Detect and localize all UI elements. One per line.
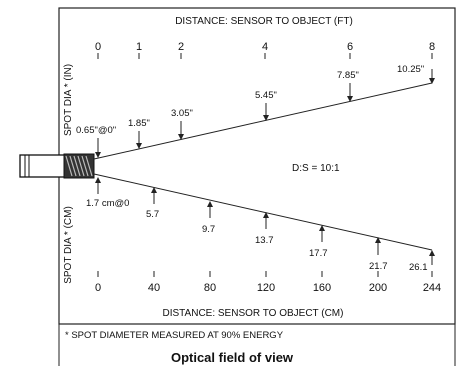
cm-callout-label: 21.7 xyxy=(369,261,388,272)
bottom-tick-label: 80 xyxy=(204,282,216,294)
inch-callout-label: 10.25" xyxy=(397,64,424,75)
cone-upper-line xyxy=(93,82,433,160)
bottom-tick-label: 200 xyxy=(369,282,387,294)
inch-callout-label: 0.65"@0" xyxy=(76,125,116,136)
cm-callout-label: 5.7 xyxy=(146,209,159,220)
top-axis-title: DISTANCE: SENSOR TO OBJECT (FT) xyxy=(175,16,353,27)
bottom-tick-label: 40 xyxy=(148,282,160,294)
ratio-label: D:S = 10:1 xyxy=(292,163,340,174)
cm-callout-label: 17.7 xyxy=(309,248,328,259)
top-tick-label: 2 xyxy=(178,41,184,53)
inch-callout-label: 1.85" xyxy=(128,118,150,129)
left-axis-cm-label: SPOT DIA * (CM) xyxy=(63,206,74,284)
figure-caption: Optical field of view xyxy=(171,350,294,365)
inch-callout-label: 5.45" xyxy=(255,90,277,101)
cm-callout-label: 1.7 cm@0 xyxy=(86,198,129,209)
cm-callout-label: 13.7 xyxy=(255,235,274,246)
inch-callout-label: 7.85" xyxy=(337,70,359,81)
cone-lower-line xyxy=(93,173,433,251)
bottom-tick-label: 0 xyxy=(95,282,101,294)
top-tick-label: 4 xyxy=(262,41,268,53)
top-axis-ticks: 0 1 2 4 6 8 xyxy=(95,41,435,59)
sensor-icon xyxy=(19,153,95,179)
inch-callouts: 0.65"@0" 1.85" 3.05" 5.45" 7.85" 10.25" xyxy=(76,64,435,158)
bottom-axis-title: DISTANCE: SENSOR TO OBJECT (CM) xyxy=(163,308,344,319)
top-tick-label: 1 xyxy=(136,41,142,53)
diagram-frame xyxy=(58,7,456,325)
cm-callouts: 1.7 cm@0 5.7 9.7 13.7 17.7 21.7 26.1 xyxy=(86,177,435,273)
cm-callout-label: 26.1 xyxy=(409,262,428,273)
footnote: * SPOT DIAMETER MEASURED AT 90% ENERGY xyxy=(65,330,284,341)
left-axis-inch-label: SPOT DIA * (IN) xyxy=(63,64,74,136)
cm-callout-label: 9.7 xyxy=(202,224,215,235)
top-tick-label: 0 xyxy=(95,41,101,53)
top-tick-label: 6 xyxy=(347,41,353,53)
top-tick-label: 8 xyxy=(429,41,435,53)
bottom-tick-label: 120 xyxy=(257,282,275,294)
bottom-tick-label: 244 xyxy=(423,282,441,294)
bottom-tick-label: 160 xyxy=(313,282,331,294)
bottom-axis-ticks: 0 40 80 120 160 200 244 xyxy=(95,271,441,294)
inch-callout-label: 3.05" xyxy=(171,108,193,119)
